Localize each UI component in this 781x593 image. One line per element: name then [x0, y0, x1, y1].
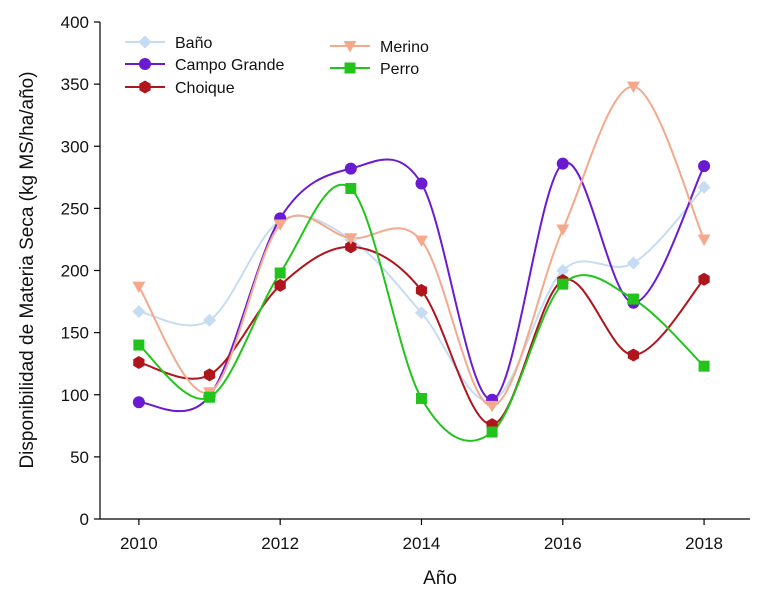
data-point-campo-grande-2014 — [415, 177, 428, 190]
data-point-merino-2017 — [626, 81, 640, 94]
x-tick-label: 2018 — [685, 534, 723, 553]
series-line-merino — [138, 85, 705, 407]
series-line-choique — [138, 245, 705, 426]
legend-marker — [138, 35, 152, 49]
legend-item-perro: Perro — [330, 61, 419, 78]
data-point-choique-2017 — [627, 348, 640, 362]
data-point-perro-2015 — [486, 426, 498, 438]
y-tick-label: 400 — [61, 13, 89, 32]
y-tick-label: 150 — [61, 324, 89, 343]
data-point-campo-grande-2018 — [698, 160, 711, 173]
data-point-perro-2017 — [627, 293, 639, 305]
data-point-bano-2018 — [697, 180, 711, 194]
series-line-perro — [138, 183, 705, 442]
data-point-perro-2011 — [204, 391, 216, 403]
data-point-choique-2010 — [133, 355, 145, 369]
data-point-merino-2014 — [414, 235, 428, 248]
data-point-merino-2012 — [273, 219, 287, 232]
legend: Baño Campo Grande Choique Merino Perro — [125, 35, 429, 97]
data-point-merino-2010 — [132, 281, 146, 294]
y-tick-label: 50 — [70, 448, 89, 467]
data-point-merino-2013 — [344, 233, 358, 245]
legend-label: Choique — [175, 80, 235, 97]
y-tick-label: 100 — [61, 386, 89, 405]
data-point-perro-2018 — [698, 360, 710, 372]
legend-marker — [139, 80, 151, 94]
data-point-perro-2012 — [274, 267, 286, 279]
data-point-bano-2010 — [132, 305, 146, 318]
y-tick-label: 250 — [61, 199, 89, 218]
legend-item-bano: Baño — [125, 35, 212, 52]
x-tick-label: 2016 — [544, 534, 582, 553]
legend-label: Baño — [175, 35, 212, 52]
data-point-perro-2016 — [557, 278, 569, 290]
legend-item-campo-grande: Campo Grande — [125, 57, 284, 74]
data-point-choique-2018 — [698, 272, 710, 286]
data-point-campo-grande-2010 — [132, 396, 145, 409]
data-point-bano-2017 — [626, 256, 640, 270]
data-point-merino-2015 — [485, 400, 499, 413]
x-tick-label: 2010 — [120, 534, 158, 553]
legend-item-merino: Merino — [330, 39, 429, 56]
data-point-perro-2014 — [415, 392, 427, 404]
legend-marker — [343, 41, 357, 53]
data-point-perro-2013 — [345, 182, 357, 194]
x-tick-label: 2012 — [261, 534, 299, 553]
series-line-bano — [138, 186, 705, 403]
y-axis-title: Disponibilidad de Materia Seca (kg MS/ha… — [17, 71, 38, 468]
axes: 0 50 100 150 200 250 300 350 400 2010 2012 2014 2016… — [61, 13, 750, 553]
legend-label: Perro — [380, 61, 419, 78]
data-point-bano-2016 — [556, 264, 570, 277]
data-point-merino-2016 — [556, 224, 570, 236]
y-tick-label: 350 — [61, 75, 89, 94]
legend-marker — [344, 62, 356, 74]
x-axis-title: Año — [423, 568, 457, 589]
y-tick-label: 300 — [61, 137, 89, 156]
plot-markers — [132, 81, 711, 438]
x-tick-label: 2014 — [403, 534, 441, 553]
data-point-choique-2013 — [345, 240, 357, 254]
data-point-merino-2018 — [697, 234, 711, 246]
plot-lines — [138, 85, 705, 442]
series-line-campo-grande — [138, 158, 705, 413]
legend-item-choique: Choique — [125, 80, 235, 97]
data-point-bano-2011 — [203, 313, 217, 327]
data-point-campo-grande-2013 — [344, 162, 357, 175]
y-tick-label: 200 — [61, 262, 89, 281]
data-point-bano-2014 — [414, 306, 428, 320]
data-point-choique-2014 — [415, 283, 428, 297]
legend-label: Merino — [380, 39, 429, 56]
data-point-campo-grande-2016 — [556, 157, 569, 170]
data-point-choique-2011 — [203, 368, 216, 382]
y-tick-label: 0 — [80, 510, 89, 529]
legend-label: Campo Grande — [175, 57, 284, 74]
legend-marker — [139, 58, 151, 70]
data-point-perro-2010 — [133, 339, 145, 351]
data-point-choique-2012 — [274, 278, 286, 292]
